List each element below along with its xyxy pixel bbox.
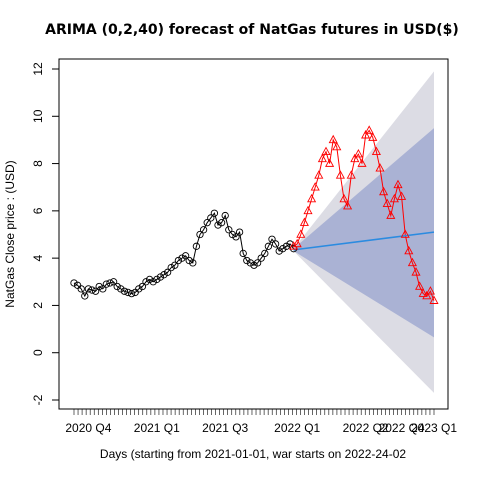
x-tick-label: 2023 Q1 xyxy=(411,421,457,435)
y-axis: -2 0 2 4 6 8 10 12 xyxy=(31,62,59,405)
y-tick-label: 8 xyxy=(31,160,45,167)
x-tick-label: 2021 Q3 xyxy=(202,421,248,435)
chart-title: ARIMA (0,2,40) forecast of NatGas future… xyxy=(45,22,459,38)
y-tick-label: 12 xyxy=(31,62,45,76)
y-tick-label: 4 xyxy=(31,254,45,261)
y-tick-label: 10 xyxy=(31,109,45,123)
x-tick-label: 2021 Q1 xyxy=(134,421,180,435)
forecast-intervals xyxy=(294,71,434,393)
x-axis-label: Days (starting from 2021-01-01, war star… xyxy=(100,447,406,461)
y-axis-label: NatGas Close price : (USD) xyxy=(3,160,17,307)
x-tick-label: 2022 Q1 xyxy=(274,421,320,435)
y-tick-label: 0 xyxy=(31,349,45,356)
y-tick-label: 6 xyxy=(31,207,45,214)
y-tick-label: -2 xyxy=(31,394,45,405)
x-axis: 2020 Q4 2021 Q1 2021 Q3 2022 Q1 2022 Q22022 … xyxy=(65,409,457,435)
y-tick-label: 2 xyxy=(31,302,45,309)
x-tick-label: 2020 Q4 xyxy=(65,421,111,435)
